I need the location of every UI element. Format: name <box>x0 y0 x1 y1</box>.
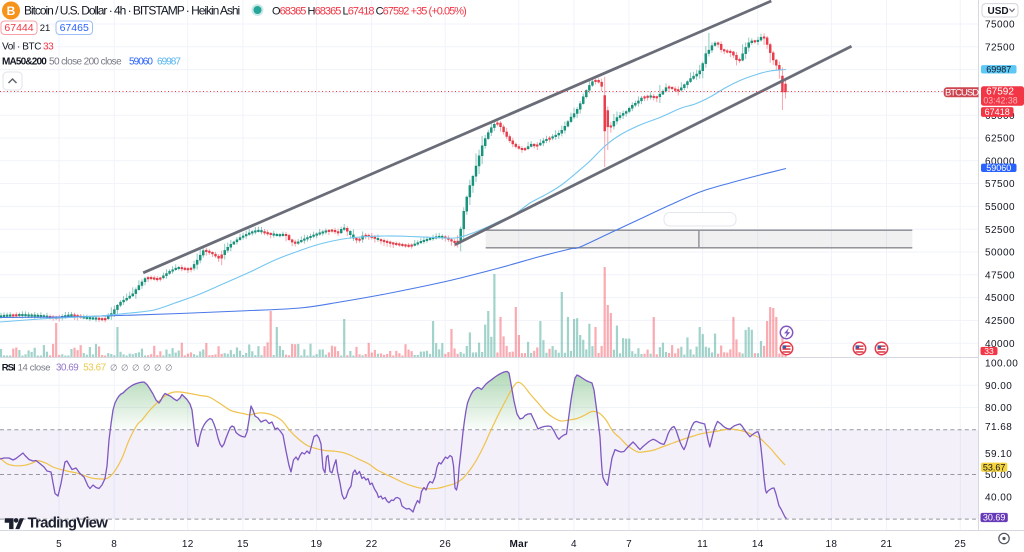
svg-text:67418: 67418 <box>985 107 1010 117</box>
svg-text:33: 33 <box>43 42 54 53</box>
svg-text:22: 22 <box>366 539 378 550</box>
svg-text:5: 5 <box>56 539 62 550</box>
svg-text:59060: 59060 <box>986 163 1011 173</box>
svg-text:11: 11 <box>697 539 708 550</box>
svg-text:19: 19 <box>311 539 323 550</box>
svg-text:30.69: 30.69 <box>56 363 78 374</box>
svg-text:80.00: 80.00 <box>985 403 1012 414</box>
svg-text:12: 12 <box>182 539 194 550</box>
svg-text:O68365 H68365 L67418 C67592: O68365 H68365 L67418 C67592 +35 (+0.05%) <box>272 5 466 17</box>
svg-text:71.68: 71.68 <box>985 422 1012 433</box>
svg-text:14 close: 14 close <box>18 363 51 374</box>
svg-text:90.00: 90.00 <box>985 381 1012 392</box>
svg-text:03:42:38: 03:42:38 <box>983 96 1017 106</box>
svg-text:7: 7 <box>626 539 632 550</box>
svg-text:50000: 50000 <box>985 248 1015 259</box>
svg-text:72500: 72500 <box>985 42 1015 53</box>
svg-text:100.00: 100.00 <box>985 359 1018 370</box>
svg-text:15: 15 <box>237 539 249 550</box>
svg-text:Bitcoin / U.S. Dollar · 4h · B: Bitcoin / U.S. Dollar · 4h · BITSTAMP · … <box>24 4 239 18</box>
svg-text:33: 33 <box>984 346 994 356</box>
svg-text:B: B <box>7 4 16 18</box>
svg-text:50.00: 50.00 <box>985 470 1012 481</box>
svg-text:MA50&200: MA50&200 <box>2 57 47 68</box>
svg-text:53.67: 53.67 <box>983 462 1006 472</box>
svg-text:59060: 59060 <box>129 57 153 68</box>
svg-text:USD: USD <box>988 6 1009 17</box>
svg-text:67592: 67592 <box>986 87 1014 98</box>
svg-text:67465: 67465 <box>60 22 89 34</box>
svg-text:57500: 57500 <box>985 179 1015 190</box>
svg-text:59.10: 59.10 <box>985 449 1012 460</box>
svg-text:14: 14 <box>752 539 764 550</box>
svg-text:21: 21 <box>40 23 51 34</box>
svg-text:62500: 62500 <box>985 134 1015 145</box>
svg-text:8: 8 <box>111 539 117 550</box>
svg-text:75000: 75000 <box>985 20 1015 31</box>
svg-text:Mar: Mar <box>509 539 528 550</box>
svg-text:4: 4 <box>571 539 577 550</box>
svg-text:BTCUSD: BTCUSD <box>945 88 979 99</box>
svg-text:26: 26 <box>439 539 451 550</box>
svg-text:42500: 42500 <box>985 316 1015 327</box>
svg-text:69987: 69987 <box>157 57 181 68</box>
svg-text:55000: 55000 <box>985 202 1015 213</box>
svg-text:18: 18 <box>826 539 838 550</box>
svg-text:52500: 52500 <box>985 225 1015 236</box>
svg-text:50 close 200 close: 50 close 200 close <box>49 57 122 68</box>
svg-text:Vol · BTC: Vol · BTC <box>2 42 41 53</box>
svg-text:40.00: 40.00 <box>985 492 1012 503</box>
svg-text:40000: 40000 <box>985 339 1015 350</box>
svg-text:21: 21 <box>881 539 893 550</box>
svg-text:47500: 47500 <box>985 270 1015 281</box>
svg-text:∅∅∅∅∅∅: ∅∅∅∅∅∅ <box>110 362 176 372</box>
svg-text:45000: 45000 <box>985 293 1015 304</box>
svg-text:69987: 69987 <box>986 65 1011 75</box>
svg-text:67444: 67444 <box>4 22 33 34</box>
svg-text:TradingView: TradingView <box>28 514 109 531</box>
svg-text:30.69: 30.69 <box>983 513 1006 523</box>
svg-text:25: 25 <box>954 539 966 550</box>
svg-text:RSI: RSI <box>2 363 15 374</box>
svg-text:53.67: 53.67 <box>83 363 105 374</box>
svg-text:60000: 60000 <box>985 156 1015 167</box>
